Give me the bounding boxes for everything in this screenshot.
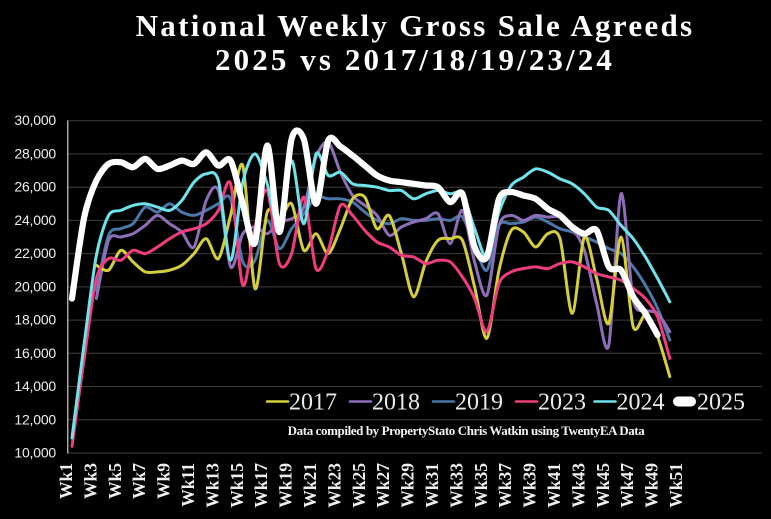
svg-text:Wk41: Wk41 (544, 463, 564, 508)
svg-text:Wk49: Wk49 (642, 463, 662, 508)
svg-text:Wk7: Wk7 (129, 463, 149, 499)
svg-text:30,000: 30,000 (14, 112, 56, 128)
svg-text:2019: 2019 (455, 390, 503, 416)
svg-text:18,000: 18,000 (14, 312, 56, 328)
svg-text:Wk23: Wk23 (324, 463, 344, 508)
svg-text:Wk33: Wk33 (446, 463, 466, 508)
svg-text:Wk9: Wk9 (154, 463, 174, 499)
svg-text:Wk43: Wk43 (568, 463, 588, 508)
svg-text:2023: 2023 (538, 390, 586, 416)
svg-text:Wk1: Wk1 (56, 463, 76, 499)
svg-text:Wk25: Wk25 (349, 463, 369, 508)
svg-text:Wk39: Wk39 (520, 463, 540, 508)
svg-text:2018: 2018 (372, 390, 420, 416)
svg-text:Wk35: Wk35 (471, 463, 491, 508)
svg-text:16,000: 16,000 (14, 345, 56, 361)
svg-text:Wk3: Wk3 (80, 463, 100, 499)
svg-text:Wk47: Wk47 (617, 463, 637, 508)
svg-text:Wk21: Wk21 (300, 463, 320, 508)
svg-text:Wk11: Wk11 (178, 463, 198, 507)
svg-text:12,000: 12,000 (14, 411, 56, 427)
svg-text:Wk13: Wk13 (202, 463, 222, 508)
svg-text:Wk31: Wk31 (422, 463, 442, 508)
svg-text:10,000: 10,000 (14, 445, 56, 461)
svg-text:Wk17: Wk17 (251, 463, 271, 508)
svg-text:14,000: 14,000 (14, 378, 56, 394)
svg-text:2025: 2025 (697, 390, 745, 416)
svg-text:Wk51: Wk51 (666, 463, 686, 508)
svg-text:Wk45: Wk45 (593, 463, 613, 508)
svg-text:28,000: 28,000 (14, 145, 56, 161)
svg-text:Wk29: Wk29 (398, 463, 418, 508)
svg-text:2017: 2017 (289, 390, 337, 416)
svg-text:24,000: 24,000 (14, 212, 56, 228)
svg-text:Wk37: Wk37 (495, 463, 515, 508)
svg-text:2024: 2024 (617, 390, 665, 416)
svg-text:Wk19: Wk19 (276, 463, 296, 508)
svg-text:Wk5: Wk5 (105, 463, 125, 499)
svg-text:20,000: 20,000 (14, 278, 56, 294)
svg-text:26,000: 26,000 (14, 179, 56, 195)
svg-text:22,000: 22,000 (14, 245, 56, 261)
svg-text:Wk15: Wk15 (227, 463, 247, 508)
svg-text:Wk27: Wk27 (373, 463, 393, 508)
svg-text:Data compiled by PropertyStato: Data compiled by PropertyStato Chris Wat… (288, 423, 646, 438)
